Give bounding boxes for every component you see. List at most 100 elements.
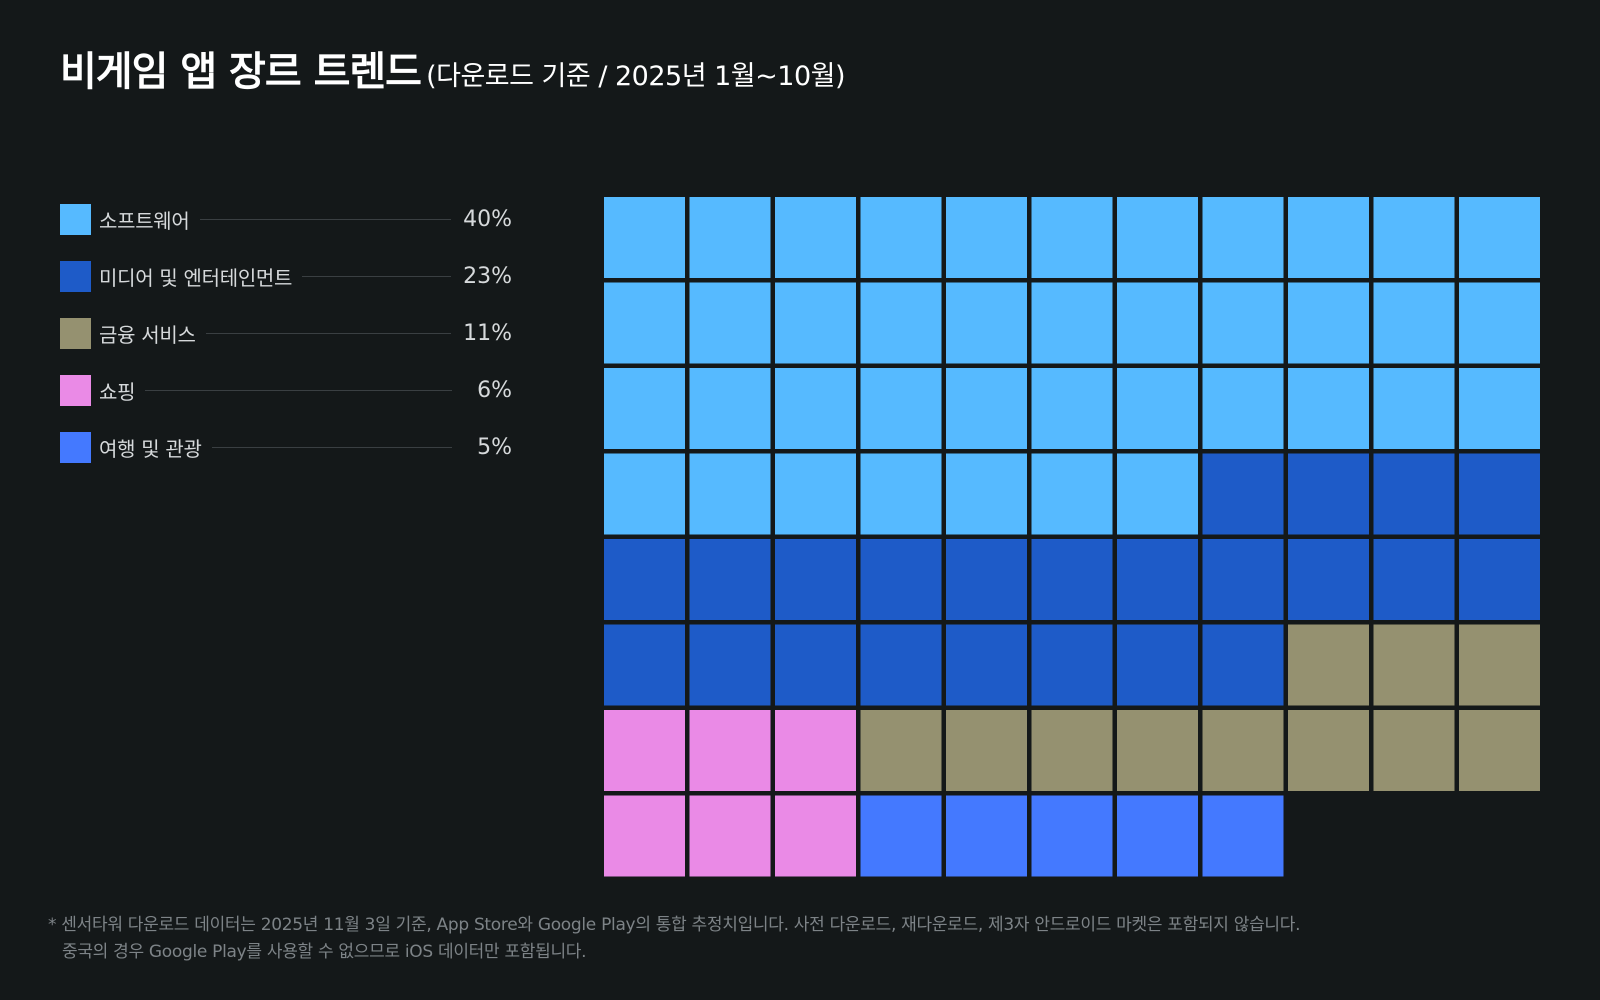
- waffle-square-software: [775, 453, 856, 535]
- waffle-square-finance: [1459, 624, 1540, 706]
- legend-leader-line: [211, 446, 452, 448]
- waffle-square-finance: [1288, 624, 1369, 706]
- waffle-square-media: [775, 539, 856, 620]
- waffle-square-software: [860, 197, 942, 278]
- waffle-square-media: [1031, 539, 1113, 620]
- footnote-line-1: * 센서타워 다운로드 데이터는 2025년 11월 3일 기준, App St…: [48, 915, 1301, 935]
- waffle-square-media: [1373, 453, 1455, 535]
- waffle-square-media: [946, 539, 1027, 620]
- legend-swatch-shopping: [60, 374, 91, 406]
- waffle-square-media: [1202, 539, 1284, 620]
- legend-value-finance: 11%: [463, 320, 512, 346]
- waffle-square-media: [689, 539, 771, 620]
- waffle-square-software: [604, 368, 685, 449]
- waffle-square-software: [1031, 197, 1113, 278]
- waffle-square-travel: [1031, 795, 1113, 877]
- legend-swatch-finance: [60, 317, 91, 349]
- chart-title: 비게임 앱 장르 트렌드 (다운로드 기준 / 2025년 1월~10월): [60, 49, 846, 95]
- waffle-square-software: [1031, 453, 1113, 535]
- waffle-square-media: [1288, 539, 1369, 620]
- legend-leader-line: [145, 389, 452, 391]
- waffle-square-travel: [946, 795, 1027, 877]
- waffle-square-software: [1373, 197, 1455, 278]
- waffle-square-shopping: [775, 795, 856, 877]
- legend-swatch-software: [60, 203, 91, 235]
- waffle-square-software: [604, 282, 685, 364]
- waffle-square-software: [1202, 368, 1284, 449]
- waffle-square-software: [1031, 282, 1113, 364]
- waffle-square-finance: [1117, 710, 1198, 791]
- waffle-square-travel: [1117, 795, 1198, 877]
- waffle-square-media: [946, 624, 1027, 706]
- waffle-square-software: [946, 368, 1027, 449]
- legend-label-media: 미디어 및 엔터테인먼트: [99, 265, 293, 290]
- legend-label-shopping: 쇼핑: [99, 379, 136, 404]
- waffle-square-media: [689, 624, 771, 706]
- waffle-square-finance: [1288, 710, 1369, 791]
- waffle-square-software: [689, 368, 771, 449]
- legend-value-shopping: 6%: [477, 377, 512, 403]
- legend-item-finance: 금융 서비스 11%: [60, 317, 512, 349]
- waffle-square-software: [1373, 368, 1455, 449]
- waffle-square-finance: [1373, 710, 1455, 791]
- waffle-square-media: [1117, 539, 1198, 620]
- legend: 소프트웨어 40% 미디어 및 엔터테인먼트 23% 금융 서비스 11% 쇼핑…: [60, 203, 512, 488]
- waffle-square-software: [1117, 197, 1198, 278]
- legend-leader-line: [205, 332, 452, 334]
- footnote-line-2: 중국의 경우 Google Play를 사용할 수 없으므로 iOS 데이터만 …: [62, 942, 587, 962]
- waffle-square-media: [1288, 453, 1369, 535]
- waffle-square-software: [1459, 282, 1540, 364]
- waffle-square-media: [1202, 453, 1284, 535]
- legend-value-travel: 5%: [477, 434, 512, 460]
- waffle-chart: [604, 197, 1540, 877]
- waffle-square-software: [689, 282, 771, 364]
- waffle-square-media: [1373, 539, 1455, 620]
- waffle-square-software: [946, 197, 1027, 278]
- waffle-square-media: [1117, 624, 1198, 706]
- waffle-square-software: [860, 282, 942, 364]
- legend-leader-line: [302, 275, 452, 277]
- waffle-square-media: [860, 624, 942, 706]
- waffle-square-media: [1459, 453, 1540, 535]
- legend-item-shopping: 쇼핑 6%: [60, 374, 512, 406]
- waffle-square-shopping: [604, 710, 685, 791]
- waffle-square-software: [1459, 368, 1540, 449]
- legend-item-media: 미디어 및 엔터테인먼트 23%: [60, 260, 512, 292]
- legend-item-travel: 여행 및 관광 5%: [60, 431, 512, 463]
- waffle-square-software: [1459, 197, 1540, 278]
- waffle-square-software: [689, 453, 771, 535]
- legend-swatch-travel: [60, 431, 91, 463]
- waffle-square-shopping: [689, 710, 771, 791]
- waffle-square-finance: [1459, 710, 1540, 791]
- legend-value-software: 40%: [463, 206, 512, 232]
- waffle-square-software: [1202, 282, 1284, 364]
- waffle-square-software: [689, 197, 771, 278]
- waffle-square-media: [604, 624, 685, 706]
- chart-title-sub: (다운로드 기준 / 2025년 1월~10월): [426, 61, 846, 92]
- legend-leader-line: [199, 218, 452, 220]
- waffle-square-shopping: [689, 795, 771, 877]
- waffle-square-software: [860, 368, 942, 449]
- waffle-square-shopping: [775, 710, 856, 791]
- waffle-square-software: [1117, 282, 1198, 364]
- waffle-square-media: [775, 624, 856, 706]
- waffle-square-finance: [946, 710, 1027, 791]
- waffle-square-software: [1117, 453, 1198, 535]
- waffle-square-media: [1202, 624, 1284, 706]
- waffle-square-software: [946, 453, 1027, 535]
- waffle-square-software: [775, 197, 856, 278]
- waffle-square-software: [1288, 368, 1369, 449]
- waffle-square-finance: [1202, 710, 1284, 791]
- waffle-square-media: [604, 539, 685, 620]
- legend-label-finance: 금융 서비스: [99, 322, 196, 347]
- waffle-square-finance: [1373, 624, 1455, 706]
- waffle-square-software: [860, 453, 942, 535]
- waffle-square-software: [946, 282, 1027, 364]
- chart-title-main: 비게임 앱 장르 트렌드: [60, 49, 422, 95]
- waffle-square-finance: [860, 710, 942, 791]
- legend-item-software: 소프트웨어 40%: [60, 203, 512, 235]
- waffle-square-media: [1459, 539, 1540, 620]
- waffle-square-software: [1373, 282, 1455, 364]
- waffle-square-software: [1031, 368, 1113, 449]
- waffle-square-software: [1288, 197, 1369, 278]
